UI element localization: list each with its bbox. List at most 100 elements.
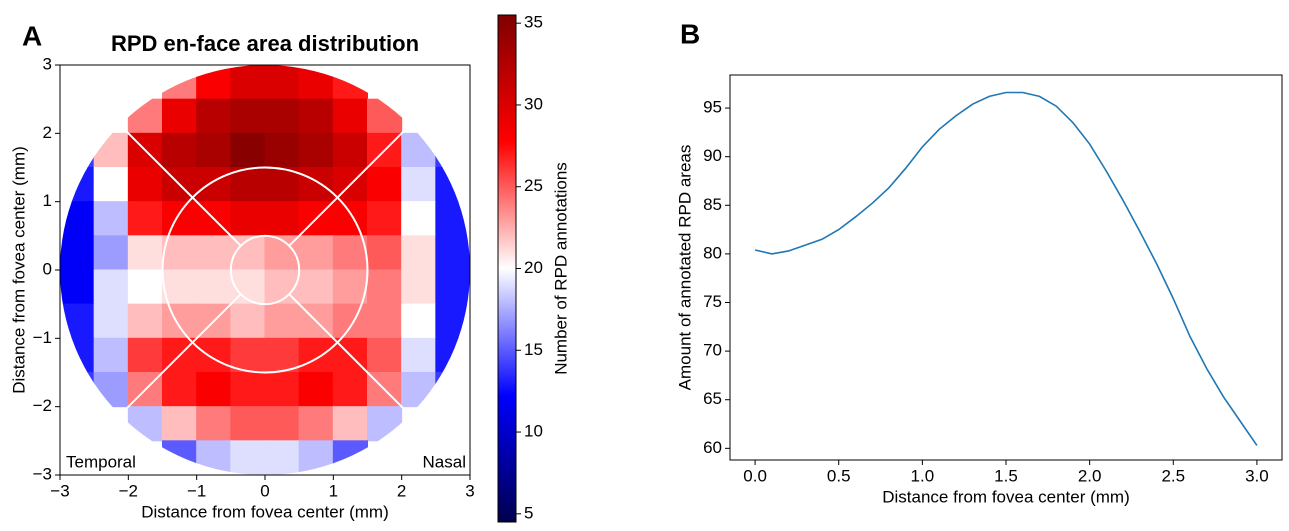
y-tick-label: −3 — [33, 464, 52, 483]
heatmap-cell — [230, 406, 266, 442]
heatmap-cell — [127, 235, 163, 271]
x-tick-label: 1.5 — [994, 466, 1018, 485]
heatmap-cell — [162, 269, 198, 305]
heatmap-cell — [60, 303, 95, 339]
heatmap-cell — [367, 337, 403, 373]
y-axis-label: Amount of annotated RPD areas — [675, 145, 694, 391]
heatmap-cell — [264, 303, 300, 339]
heatmap-cell — [298, 167, 334, 203]
heatmap-cell — [60, 372, 95, 408]
heatmap-cell — [401, 337, 437, 373]
heatmap-cell — [162, 372, 198, 408]
plot-frame — [729, 74, 1283, 461]
x-tick-label: 2 — [397, 481, 406, 500]
x-axis-label: Distance from fovea center (mm) — [882, 487, 1130, 506]
heatmap-cell — [162, 235, 198, 271]
annotation: Nasal — [423, 452, 466, 471]
overlay-spoke — [288, 293, 411, 416]
y-tick-label: −1 — [33, 328, 52, 347]
heatmap-cell — [298, 132, 334, 168]
heatmap-cell — [162, 65, 198, 100]
colorbar-tick-label: 30 — [524, 94, 543, 113]
x-tick-label: 3 — [465, 481, 474, 500]
heatmap-cell — [196, 269, 232, 305]
heatmap-cell — [230, 132, 266, 168]
overlay-ring — [229, 234, 301, 306]
x-tick-label: −1 — [187, 481, 206, 500]
heatmap-cell — [93, 269, 129, 305]
heatmap-cell — [367, 269, 403, 305]
heatmap-cell — [435, 235, 470, 271]
heatmap-cell — [435, 269, 470, 305]
colorbar-tick-label: 20 — [524, 258, 543, 277]
heatmap-cell — [196, 406, 232, 442]
data-line — [754, 91, 1258, 446]
heatmap-cell — [298, 406, 334, 442]
heatmap-cell — [264, 337, 300, 373]
heatmap-cell — [127, 98, 163, 134]
y-tick-label: 65 — [703, 389, 722, 408]
heatmap-cell — [162, 303, 198, 339]
heatmap-cell — [264, 440, 300, 475]
y-tick-label: 2 — [43, 123, 52, 142]
heatmap-cell — [264, 132, 300, 168]
heatmap-cell — [298, 337, 334, 373]
x-tick-label: 0.5 — [827, 466, 851, 485]
heatmap-cell — [196, 167, 232, 203]
chart-title: RPD en-face area distribution — [111, 31, 419, 56]
heatmap-cell — [93, 201, 129, 237]
x-tick-label: 3.0 — [1245, 466, 1269, 485]
y-tick-label: 90 — [703, 146, 722, 165]
heatmap-cell — [230, 440, 266, 475]
heatmap-cell — [60, 337, 95, 373]
heatmap-cell — [127, 201, 163, 237]
heatmap-cell — [127, 269, 163, 305]
heatmap-cell — [162, 406, 198, 442]
x-tick-label: 2.0 — [1078, 466, 1102, 485]
colorbar-tick-label: 25 — [524, 176, 543, 195]
overlay-ring — [161, 166, 369, 374]
annotation: Temporal — [66, 452, 136, 471]
heatmap-cell — [93, 372, 129, 408]
panel-label: B — [680, 18, 700, 49]
heatmap-cell — [264, 406, 300, 442]
heatmap-cell — [162, 132, 198, 168]
y-tick-label: 75 — [703, 292, 722, 311]
heatmap-cell — [264, 65, 300, 100]
heatmap-cell — [298, 440, 334, 475]
heatmap-cell — [332, 372, 368, 408]
colorbar — [497, 14, 517, 523]
heatmap-cell — [367, 167, 403, 203]
overlay-spoke — [119, 124, 242, 247]
y-tick-label: 70 — [703, 341, 722, 360]
heatmap-cell — [93, 337, 129, 373]
heatmap-cell — [93, 167, 129, 203]
heatmap-cell — [93, 132, 129, 168]
heatmap-cell — [435, 372, 470, 408]
heatmap-cell — [60, 269, 95, 305]
colorbar-tick-label: 5 — [524, 503, 533, 522]
heatmap-cell — [127, 406, 163, 442]
heatmap-cell — [401, 269, 437, 305]
x-tick-label: 1 — [329, 481, 338, 500]
y-tick-label: −2 — [33, 396, 52, 415]
heatmap-cell — [230, 167, 266, 203]
heatmap-cell — [230, 303, 266, 339]
heatmap-cell — [298, 269, 334, 305]
heatmap-cell — [401, 235, 437, 271]
heatmap-cell — [60, 167, 95, 203]
y-axis-label: Distance from fovea center (mm) — [9, 146, 28, 394]
panel-label: A — [22, 20, 42, 51]
y-tick-label: 0 — [43, 259, 52, 278]
x-axis-label: Distance from fovea center (mm) — [141, 502, 389, 521]
heatmap-cell — [332, 65, 368, 100]
heatmap-cell — [60, 235, 95, 271]
y-tick-label: 3 — [43, 54, 52, 73]
heatmap-cell — [264, 98, 300, 134]
colorbar-tick-label: 15 — [524, 340, 543, 359]
heatmap-cell — [264, 167, 300, 203]
heatmap-cell — [435, 337, 470, 373]
heatmap-cell — [332, 132, 368, 168]
x-tick-label: 0 — [260, 481, 269, 500]
heatmap-cell — [60, 201, 95, 237]
